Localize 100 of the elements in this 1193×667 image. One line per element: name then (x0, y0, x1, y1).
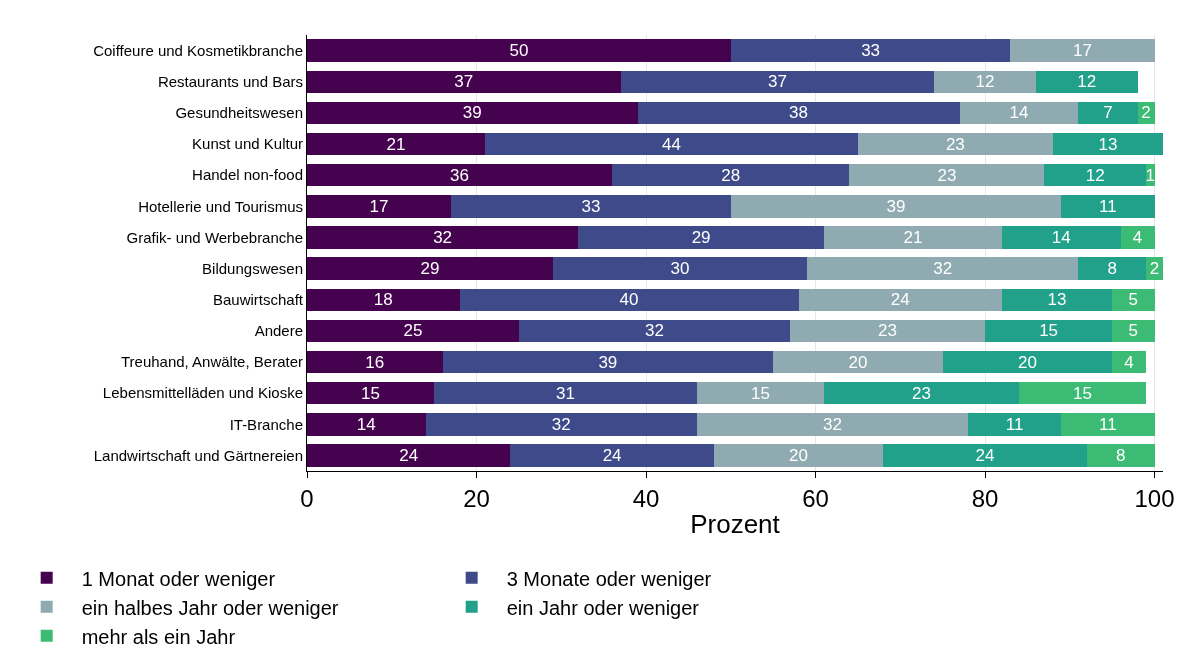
data-label: 12 (975, 72, 995, 92)
bar (730, 195, 1062, 218)
data-label: 23 (945, 134, 965, 154)
y-tick-label: Bauwirtschaft (212, 290, 304, 308)
legend-label: mehr als ein Jahr (81, 625, 236, 648)
data-label: 32 (933, 259, 953, 279)
data-label: 15 (1073, 383, 1092, 403)
data-label: 15 (361, 383, 381, 403)
data-label: 28 (721, 165, 741, 185)
data-label: 39 (886, 196, 906, 216)
bar (307, 163, 613, 187)
bar (1078, 101, 1138, 125)
data-label: 31 (556, 383, 575, 403)
bar (1018, 381, 1147, 405)
bar (823, 226, 1002, 249)
bar (442, 350, 774, 374)
data-label: 44 (661, 134, 681, 154)
data-label: 17 (1073, 41, 1092, 61)
bar (849, 163, 1045, 187)
x-tick-label: 100 (1134, 484, 1175, 512)
y-tick-label: Handel non-food (192, 166, 303, 184)
bar (552, 257, 808, 280)
bar (578, 226, 824, 249)
data-label: 24 (399, 445, 419, 465)
y-tick-label: IT-Branche (229, 415, 303, 433)
data-label: 40 (619, 290, 639, 310)
data-label: 15 (750, 383, 770, 403)
data-label: 18 (373, 290, 393, 310)
data-label: 39 (598, 352, 618, 372)
data-label: 11 (1005, 414, 1024, 434)
bar (307, 257, 553, 280)
y-tick-label: Bildungswesen (202, 259, 303, 277)
data-label: 24 (975, 445, 995, 465)
bar (1086, 444, 1155, 467)
x-tick-label: 0 (300, 484, 314, 512)
legend-label: 1 Monat oder weniger (81, 567, 276, 590)
data-label: 11 (1099, 414, 1117, 434)
data-label: 4 (1132, 227, 1143, 247)
x-axis-title: Prozent (690, 509, 781, 540)
data-label: 16 (365, 352, 385, 372)
data-label: 23 (937, 165, 957, 185)
y-tick-label: Gesundheitswesen (175, 104, 303, 122)
data-label: 14 (1009, 103, 1029, 123)
data-label: 13 (1047, 290, 1067, 310)
bar (1010, 39, 1155, 62)
bar (1078, 257, 1147, 280)
data-label: 32 (645, 321, 664, 341)
y-tick-label: Coiffeure und Kosmetikbranche (93, 41, 303, 59)
bar (790, 319, 986, 343)
bar (510, 444, 714, 467)
y-tick-label: Andere (254, 322, 303, 340)
data-label: 32 (433, 227, 453, 247)
data-label: 8 (1107, 259, 1117, 279)
data-label: 15 (1039, 321, 1059, 341)
y-tick-label: Lebensmittelläden und Kioske (102, 384, 303, 402)
data-label: 36 (450, 165, 470, 185)
data-label: 1 (1145, 165, 1156, 185)
data-label: 39 (462, 103, 482, 123)
data-label: 12 (1077, 72, 1097, 92)
data-label: 4 (1124, 352, 1134, 372)
data-label: 29 (420, 259, 440, 279)
bar (1112, 288, 1155, 311)
data-label: 37 (767, 72, 787, 92)
data-label: 33 (861, 41, 881, 61)
bar (942, 350, 1113, 374)
bar (959, 101, 1079, 125)
bar (1112, 350, 1147, 374)
bar (307, 195, 452, 218)
data-label: 2 (1149, 259, 1160, 279)
legend-label: ein halbes Jahr oder weniger (81, 596, 339, 619)
y-tick-label: Hotellerie und Tourismus (138, 197, 303, 215)
bar (612, 163, 850, 187)
bar (459, 288, 799, 311)
data-label: 20 (848, 352, 868, 372)
bar (696, 381, 824, 405)
bar (307, 319, 519, 343)
data-label: 8 (1115, 445, 1126, 465)
bar (307, 132, 485, 156)
data-label: 20 (789, 445, 809, 465)
bar (696, 413, 969, 436)
bar (307, 413, 426, 436)
bar (1001, 226, 1121, 249)
bar (798, 288, 1002, 311)
bar (713, 444, 884, 467)
data-label: 14 (356, 414, 376, 434)
data-label: 23 (878, 321, 898, 341)
bar (637, 101, 960, 125)
data-label: 5 (1128, 290, 1139, 310)
bar (307, 70, 621, 93)
bar (1120, 226, 1155, 249)
x-tick-label: 60 (802, 484, 829, 512)
data-label: 13 (1098, 134, 1118, 154)
bar (484, 132, 858, 156)
bar (518, 319, 791, 343)
data-label: 17 (369, 196, 389, 216)
data-label: 37 (454, 72, 474, 92)
data-label: 38 (789, 103, 809, 123)
bar (823, 381, 1019, 405)
data-label: 12 (1085, 165, 1105, 185)
bar (773, 350, 943, 374)
